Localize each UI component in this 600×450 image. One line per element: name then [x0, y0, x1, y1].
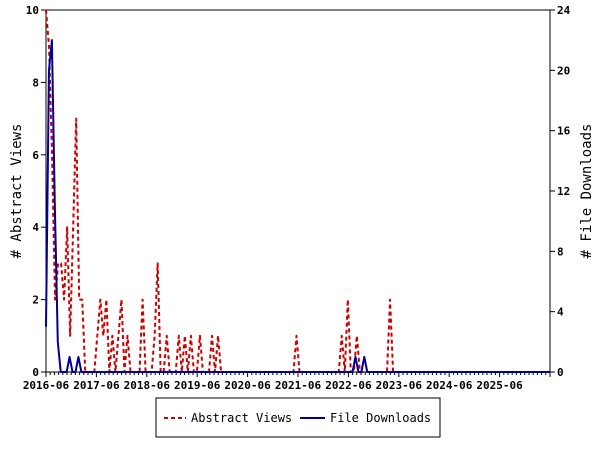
- y-left-tick-label: 2: [32, 294, 39, 307]
- plot-area: [45, 9, 551, 373]
- x-tick-label: 2016-06: [23, 379, 70, 392]
- y-right-tick-label: 12: [557, 185, 570, 198]
- legend-label-abstract-views: Abstract Views: [191, 411, 292, 425]
- y-right-tick-label: 20: [557, 64, 570, 77]
- x-tick-label: 2022-06: [325, 379, 372, 392]
- y-right-tick-label: 16: [557, 125, 571, 138]
- y-left-tick-label: 4: [32, 221, 39, 234]
- x-tick-label: 2024-06: [426, 379, 473, 392]
- x-tick-label: 2017-06: [73, 379, 120, 392]
- y-right-axis-title: # File Downloads: [579, 124, 595, 259]
- x-tick-label: 2019-06: [174, 379, 221, 392]
- series-line-file-downloads: [45, 39, 550, 373]
- y-right-tick-label: 0: [557, 366, 564, 379]
- legend-box: [155, 397, 441, 438]
- legend: Abstract Views File Downloads: [155, 397, 441, 438]
- legend-label-file-downloads: File Downloads: [330, 411, 431, 425]
- x-tick-label: 2020-06: [224, 379, 271, 392]
- x-tick-label: 2025-06: [476, 379, 523, 392]
- series-layer: [45, 9, 550, 373]
- y-right-tick-label: 8: [557, 245, 564, 258]
- y-left-tick-label: 8: [32, 76, 39, 89]
- x-tick-label: 2023-06: [376, 379, 423, 392]
- y-left-tick-label: 0: [32, 366, 39, 379]
- x-tick-label: 2018-06: [124, 379, 171, 392]
- y-right-tick-label: 24: [557, 4, 571, 17]
- y-right-tick-label: 4: [557, 306, 564, 319]
- y-left-tick-label: 10: [26, 4, 39, 17]
- x-tick-label: 2021-06: [275, 379, 322, 392]
- y-left-axis-title: # Abstract Views: [9, 124, 25, 259]
- y-left-tick-label: 6: [32, 149, 39, 162]
